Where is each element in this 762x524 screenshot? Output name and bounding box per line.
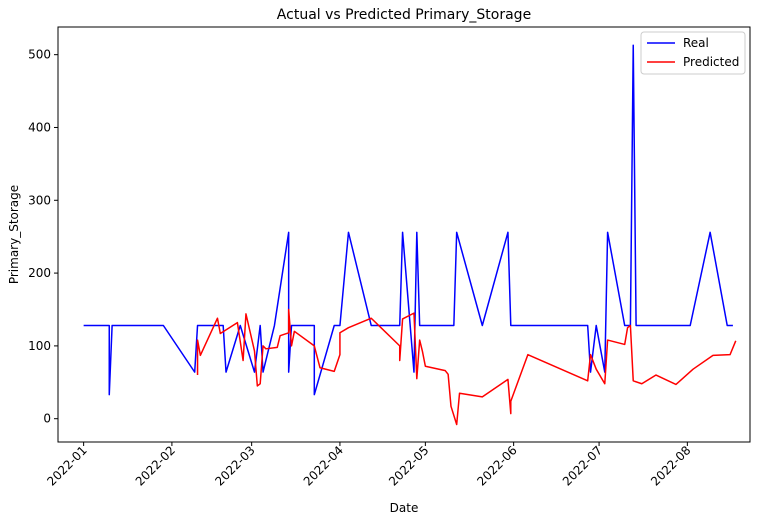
- legend-label-real: Real: [683, 36, 709, 50]
- x-tick-label: 2022-04: [301, 443, 346, 488]
- x-tick-label: 2022-06: [474, 443, 519, 488]
- legend-label-predicted: Predicted: [683, 55, 739, 69]
- x-tick-label: 2022-08: [648, 443, 693, 488]
- x-axis-label: Date: [390, 501, 419, 515]
- y-tick-label: 500: [28, 48, 51, 62]
- x-tick-label: 2022-07: [560, 443, 605, 488]
- series-line-real: [83, 44, 733, 396]
- plot-frame: [57, 26, 751, 443]
- y-tick-label: 300: [28, 193, 51, 207]
- y-tick-label: 400: [28, 120, 51, 134]
- y-tick-label: 0: [43, 412, 51, 426]
- y-tick-label: 100: [28, 339, 51, 353]
- y-axis-label: Primary_Storage: [7, 185, 21, 284]
- x-tick-label: 2022-01: [44, 443, 89, 488]
- legend: Real Predicted: [640, 31, 746, 75]
- chart-title: Actual vs Predicted Primary_Storage: [277, 7, 531, 23]
- y-tick-label: 200: [28, 266, 51, 280]
- series-line-predicted: [196, 308, 737, 426]
- x-tick-label: 2022-05: [386, 443, 431, 488]
- x-tick-label: 2022-03: [212, 443, 257, 488]
- x-tick-label: 2022-02: [133, 443, 178, 488]
